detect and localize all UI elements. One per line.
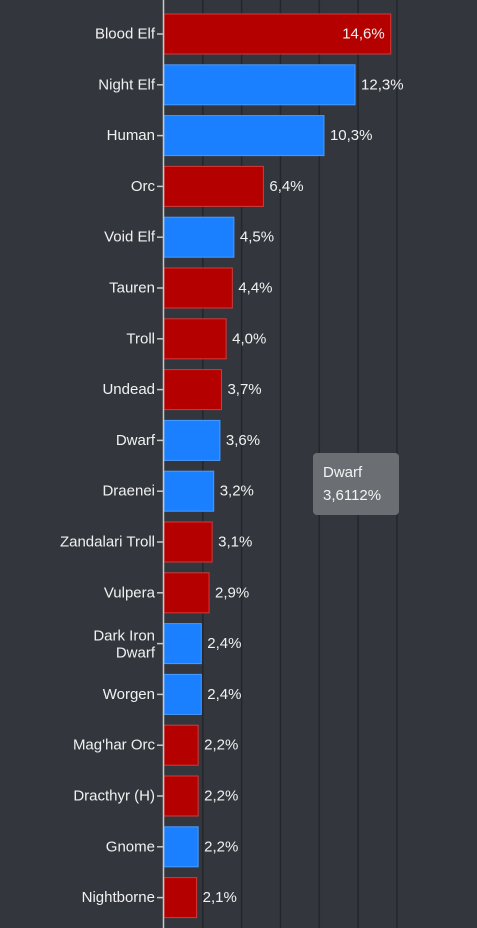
- category-label: Nightborne: [82, 889, 155, 906]
- category-label: Orc: [131, 178, 156, 195]
- category-label: Tauren: [109, 280, 155, 297]
- bar[interactable]: [163, 318, 227, 360]
- value-label: 3,6%: [226, 432, 260, 449]
- value-label: 2,2%: [204, 838, 238, 855]
- tooltip-value: 3,6112%: [323, 487, 382, 504]
- category-label: Mag'har Orc: [73, 737, 156, 754]
- category-label: Human: [107, 127, 155, 144]
- bar[interactable]: [163, 115, 325, 157]
- value-label: 6,4%: [269, 178, 303, 195]
- bar[interactable]: [163, 877, 198, 919]
- value-label: 14,6%: [342, 26, 385, 43]
- category-label: Gnome: [106, 838, 155, 855]
- value-label: 2,9%: [215, 584, 249, 601]
- bar[interactable]: [163, 13, 392, 55]
- value-label: 2,2%: [204, 737, 238, 754]
- category-label: Blood Elf: [95, 26, 156, 43]
- value-label: 2,1%: [203, 889, 237, 906]
- value-label: 3,7%: [227, 381, 261, 398]
- bar[interactable]: [163, 64, 356, 106]
- labels: Blood Elf 14,6% Night Elf 12,3% Human 10,3% Or…: [60, 26, 404, 907]
- category-label: Draenei: [102, 483, 155, 500]
- category-label: Undead: [102, 381, 155, 398]
- category-label: Dwarf: [116, 432, 156, 449]
- category-label: Vulpera: [104, 584, 156, 601]
- bar[interactable]: [163, 165, 264, 207]
- category-label: Dracthyr (H): [73, 788, 155, 805]
- tooltip-title: Dwarf: [323, 464, 363, 481]
- category-label: Zandalari Troll: [60, 534, 155, 551]
- bar[interactable]: [163, 673, 202, 715]
- category-label: Troll: [126, 330, 155, 347]
- value-label: 10,3%: [330, 127, 373, 144]
- category-axis: [157, 0, 165, 928]
- value-label: 4,5%: [240, 229, 274, 246]
- bar[interactable]: [163, 724, 199, 766]
- category-label: Night Elf: [98, 76, 156, 93]
- value-label: 2,2%: [204, 788, 238, 805]
- value-label: 3,2%: [220, 483, 254, 500]
- bar[interactable]: [163, 369, 222, 411]
- value-label: 2,4%: [207, 686, 241, 703]
- category-label: Void Elf: [104, 229, 156, 246]
- value-label: 4,0%: [232, 330, 266, 347]
- bar[interactable]: [163, 267, 233, 309]
- bar[interactable]: [163, 419, 221, 461]
- bar[interactable]: [163, 521, 213, 563]
- value-label: 3,1%: [218, 534, 252, 551]
- bar[interactable]: [163, 216, 235, 258]
- value-label: 12,3%: [361, 76, 404, 93]
- bar[interactable]: [163, 572, 210, 614]
- bar[interactable]: [163, 470, 215, 512]
- hover-tooltip: Dwarf 3,6112%: [313, 453, 399, 515]
- category-label: Worgen: [103, 686, 155, 703]
- bar[interactable]: [163, 775, 199, 817]
- bar[interactable]: [163, 623, 202, 665]
- value-label: 4,4%: [238, 280, 272, 297]
- bar[interactable]: [163, 826, 199, 868]
- bars: [163, 13, 392, 919]
- value-label: 2,4%: [207, 635, 241, 652]
- category-label: Dark Iron Dwarf: [93, 628, 156, 662]
